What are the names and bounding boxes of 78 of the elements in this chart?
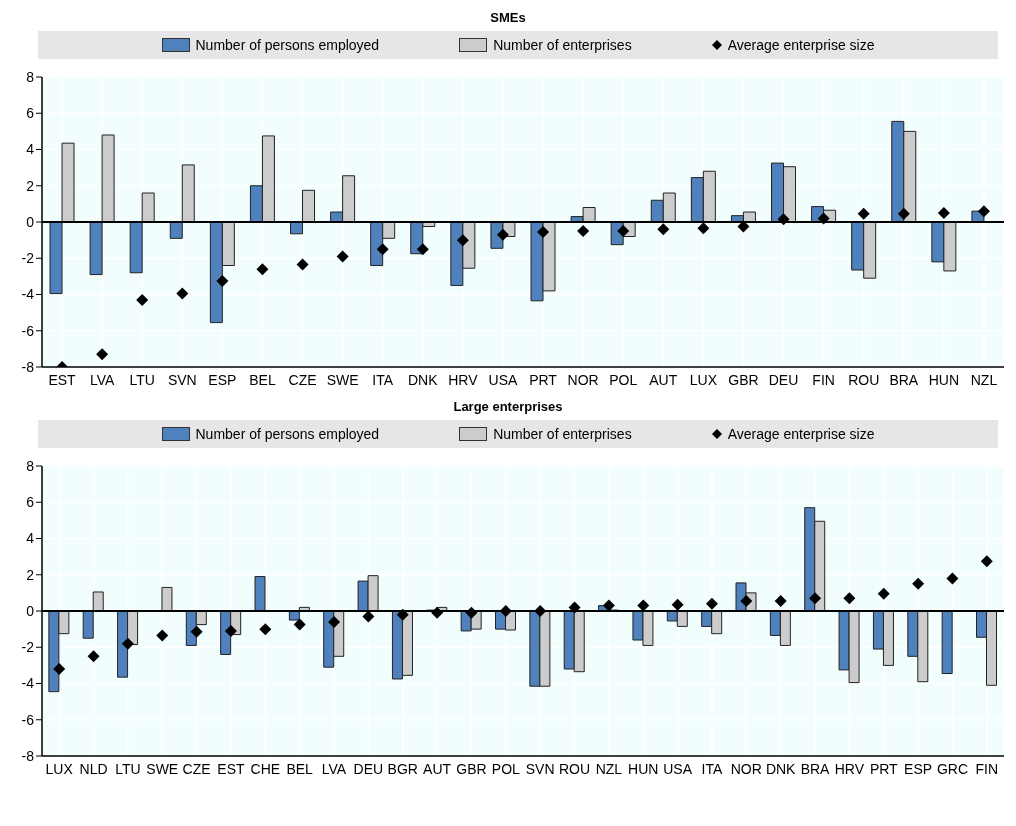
chart-title: Large enterprises: [452, 399, 564, 414]
x-tick-label: POL: [609, 371, 638, 388]
y-tick-label: -6: [21, 711, 35, 728]
x-tick-label: GBR: [456, 760, 487, 777]
x-tick-label: ESP: [904, 760, 933, 777]
x-tick-label: NLD: [79, 760, 108, 777]
x-tick-label: NZL: [970, 371, 998, 388]
legend-label: Number of persons employed: [195, 37, 380, 53]
x-tick-label: HUN: [628, 760, 659, 777]
chart-title: SMEs: [489, 10, 527, 25]
y-tick-label: -2: [21, 639, 35, 656]
x-tick-label: AUT: [423, 760, 452, 777]
y-tick-label: 0: [26, 602, 35, 619]
x-tick-label: NOR: [567, 371, 599, 388]
x-tick-label: AUT: [649, 371, 678, 388]
legend-label: Average enterprise size: [727, 426, 875, 442]
x-tick-label: CZE: [288, 371, 317, 388]
x-tick-label: NZL: [595, 760, 623, 777]
x-tick-label: SWE: [326, 371, 359, 388]
x-tick-label: FIN: [812, 371, 835, 388]
x-tick-label: EST: [217, 760, 246, 777]
legend-label: Number of enterprises: [493, 37, 632, 53]
x-tick-label: GRC: [936, 760, 969, 777]
y-tick-label: -8: [21, 747, 35, 764]
y-tick-label: 4: [26, 141, 35, 158]
y-tick-label: -4: [21, 675, 35, 692]
x-tick-label: GBR: [728, 371, 759, 388]
x-tick-label: BEL: [249, 371, 276, 388]
x-tick-label: PRT: [529, 371, 558, 388]
x-tick-label: LVA: [321, 760, 347, 777]
x-tick-label: ESP: [208, 371, 237, 388]
y-tick-label: -4: [21, 286, 35, 303]
y-tick-label: 6: [26, 494, 35, 511]
x-tick-label: EST: [48, 371, 77, 388]
x-tick-label: LTU: [115, 760, 141, 777]
y-tick-label: -2: [21, 250, 35, 267]
x-tick-label: ITA: [701, 760, 723, 777]
y-tick-label: 8: [26, 457, 35, 474]
y-tick-label: -6: [21, 322, 35, 339]
x-tick-label: DNK: [765, 760, 797, 777]
x-tick-label: PRT: [869, 760, 899, 777]
x-tick-label: SVN: [167, 371, 197, 388]
x-tick-label: NOR: [730, 760, 762, 777]
y-tick-label: 4: [26, 530, 35, 547]
y-tick-label: 0: [26, 213, 35, 230]
x-tick-label: CZE: [182, 760, 211, 777]
x-tick-label: HRV: [448, 371, 479, 388]
x-tick-label: SWE: [146, 760, 179, 777]
x-tick-label: POL: [491, 760, 521, 777]
x-tick-label: CHE: [250, 760, 281, 777]
y-tick-label: 8: [26, 68, 35, 85]
x-tick-label: BRA: [889, 371, 919, 388]
x-tick-label: HUN: [928, 371, 960, 388]
legend-label: Average enterprise size: [727, 37, 875, 53]
x-tick-label: USA: [488, 371, 519, 388]
y-tick-label: 6: [26, 105, 35, 122]
x-tick-label: BGR: [387, 760, 418, 777]
y-tick-label: 2: [26, 177, 35, 194]
x-tick-label: LUX: [45, 760, 74, 777]
y-tick-label: -8: [21, 358, 35, 375]
x-tick-label: LUX: [689, 371, 718, 388]
x-tick-label: USA: [663, 760, 693, 777]
x-tick-label: LVA: [89, 371, 115, 388]
x-tick-label: BRA: [800, 760, 831, 777]
x-tick-label: SVN: [525, 760, 555, 777]
x-tick-label: BEL: [286, 760, 314, 777]
y-tick-label: 2: [26, 566, 35, 583]
x-tick-label: LTU: [129, 371, 155, 388]
x-tick-label: ITA: [372, 371, 394, 388]
x-tick-label: FIN: [975, 760, 999, 777]
x-tick-label: ROU: [558, 760, 591, 777]
legend-label: Number of enterprises: [493, 426, 632, 442]
x-tick-label: DEU: [768, 371, 799, 388]
legend-label: Number of persons employed: [195, 426, 380, 442]
x-tick-label: DNK: [408, 371, 439, 388]
x-tick-label: HRV: [834, 760, 865, 777]
x-tick-label: DEU: [353, 760, 384, 777]
x-tick-label: ROU: [848, 371, 880, 388]
